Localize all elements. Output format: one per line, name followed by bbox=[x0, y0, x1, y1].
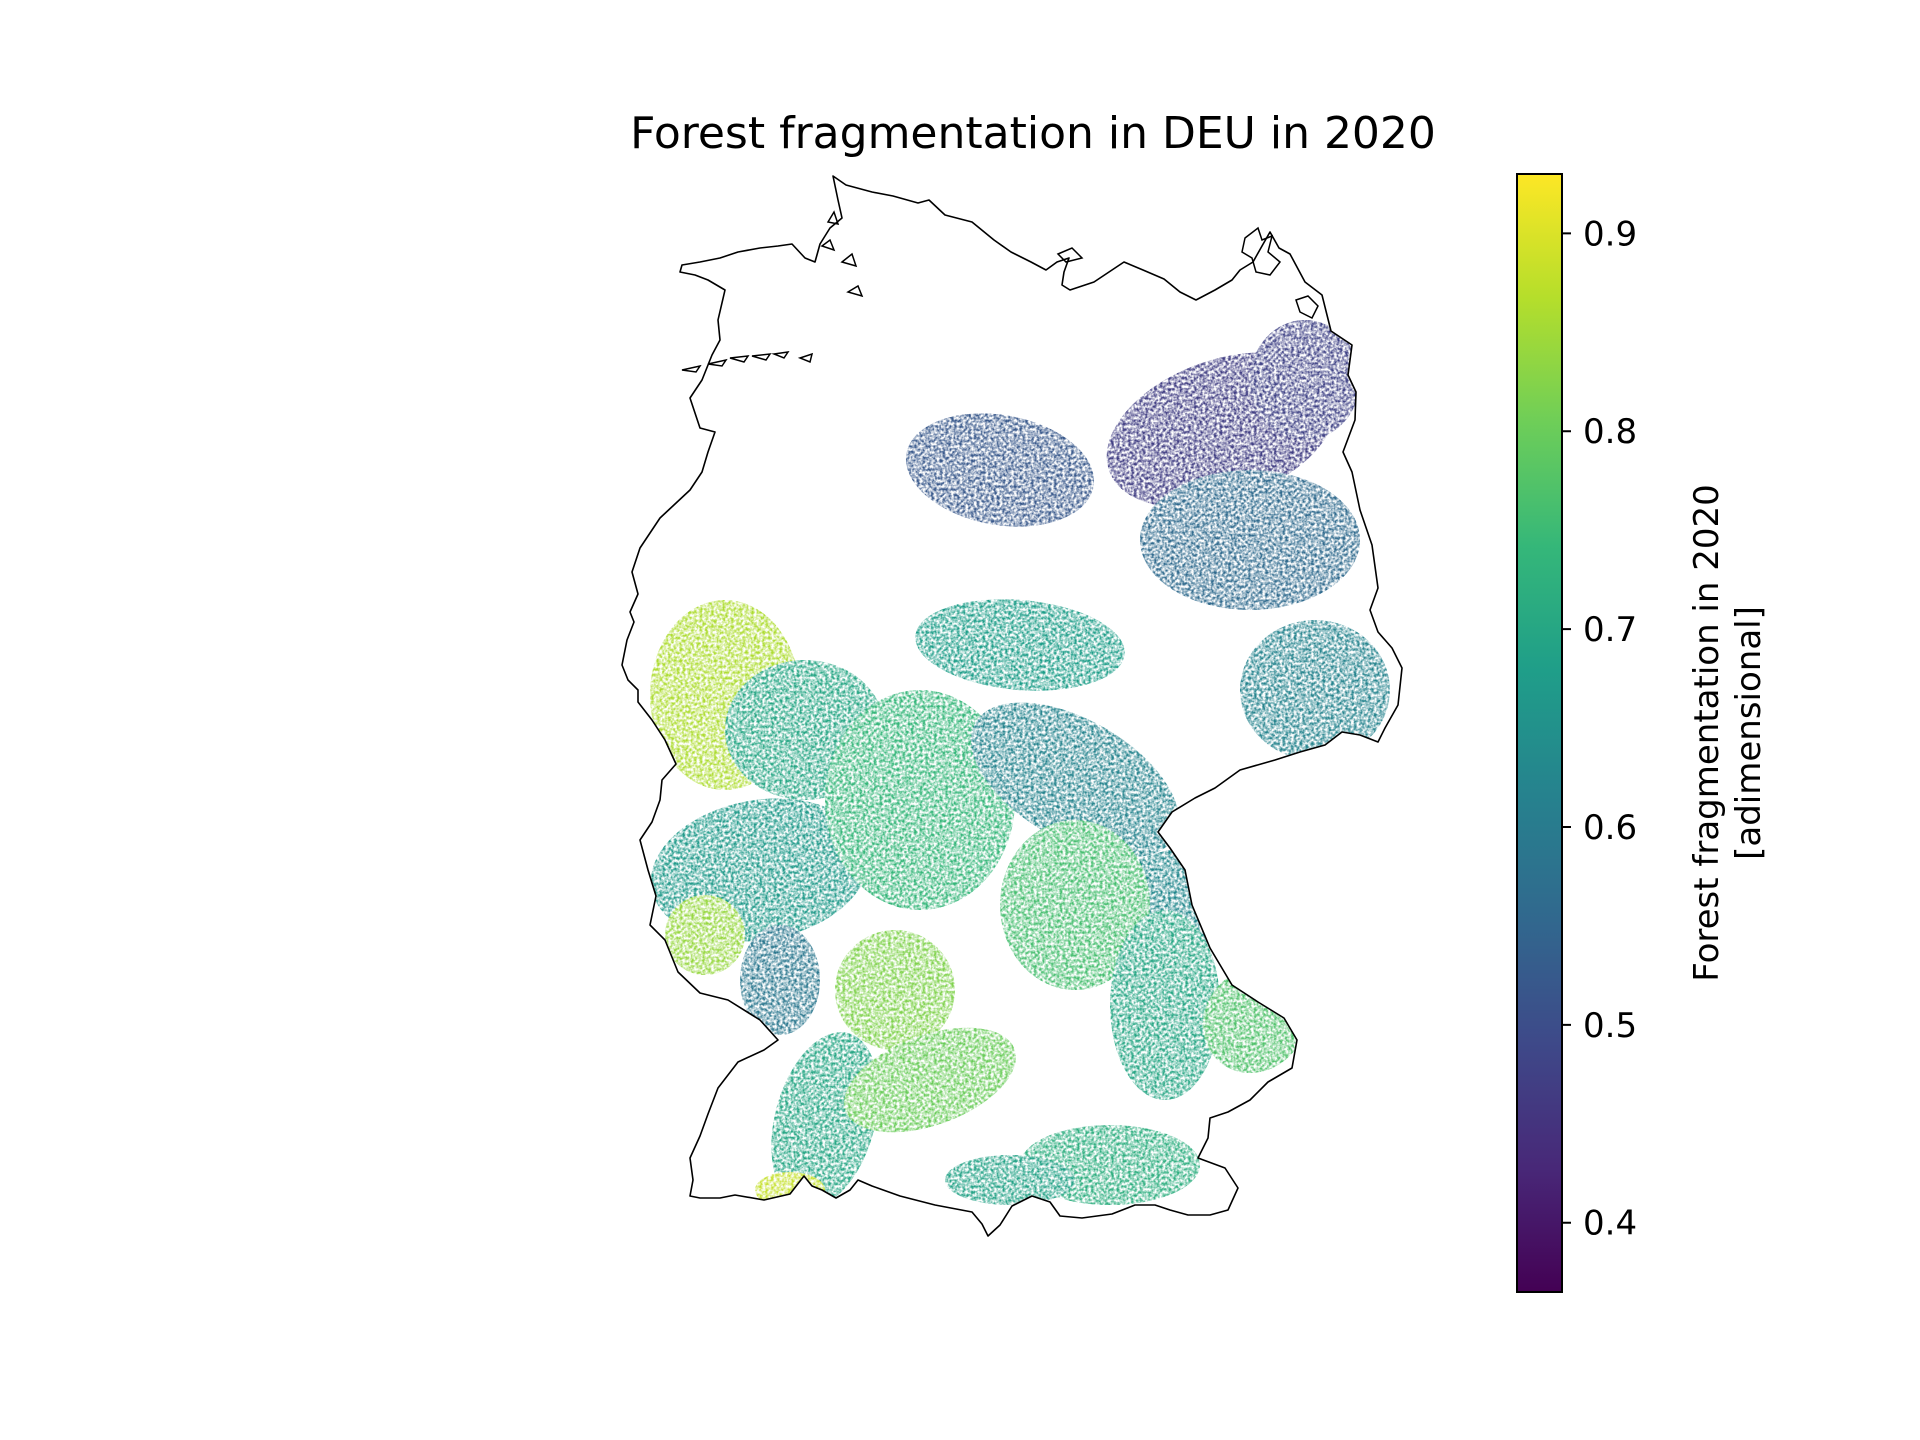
raster-region-3 bbox=[1140, 470, 1360, 610]
country-border bbox=[621, 175, 1403, 1237]
fehmarn-island bbox=[1056, 247, 1084, 263]
map-raster bbox=[650, 320, 1390, 1208]
colorbar-tick-label: 0.8 bbox=[1583, 412, 1637, 452]
north-frisian-islands bbox=[820, 210, 864, 298]
east-frisian-islands bbox=[681, 351, 814, 373]
colorbar-tick-label: 0.7 bbox=[1583, 610, 1637, 650]
raster-region-1 bbox=[1250, 320, 1360, 440]
raster-region-4 bbox=[1240, 620, 1390, 760]
colorbar: 0.4 0.5 0.6 0.7 0.8 0.9 Forest fragmentation … bbox=[1516, 173, 1769, 1293]
raster-region-2 bbox=[905, 413, 1095, 527]
raster-region-21 bbox=[945, 1155, 1075, 1205]
colorbar-label-line2: [adimensional] bbox=[1729, 606, 1769, 860]
raster-region-9 bbox=[825, 690, 1015, 910]
colorbar-ticks: 0.4 0.5 0.6 0.7 0.8 0.9 bbox=[1562, 214, 1637, 1244]
colorbar-gradient bbox=[1516, 173, 1563, 1293]
raster-region-14 bbox=[835, 930, 955, 1050]
colorbar-tick-label: 0.4 bbox=[1583, 1204, 1637, 1244]
chart-title: Forest fragmentation in DEU in 2020 bbox=[630, 108, 1436, 159]
germany-outline bbox=[621, 175, 1403, 1237]
raster-region-5 bbox=[915, 599, 1125, 691]
rugen-island bbox=[1241, 226, 1282, 276]
forest-fragmentation-raster bbox=[650, 320, 1390, 1208]
colorbar-label-line1: Forest fragmentation in 2020 bbox=[1687, 484, 1727, 982]
usedom-island bbox=[1295, 295, 1319, 320]
raster-region-13 bbox=[665, 895, 745, 975]
colorbar-tick-label: 0.5 bbox=[1583, 1006, 1637, 1046]
colorbar-tick-label: 0.9 bbox=[1583, 214, 1637, 254]
raster-region-15 bbox=[1000, 820, 1150, 990]
raster-blobs bbox=[650, 320, 1390, 1208]
raster-region-12 bbox=[740, 925, 820, 1035]
raster-region-18 bbox=[771, 1032, 879, 1208]
raster-region-10 bbox=[970, 702, 1180, 858]
raster-region-16 bbox=[1110, 910, 1220, 1100]
colorbar-tick-label: 0.6 bbox=[1583, 808, 1637, 848]
raster-region-19 bbox=[844, 1027, 1016, 1133]
